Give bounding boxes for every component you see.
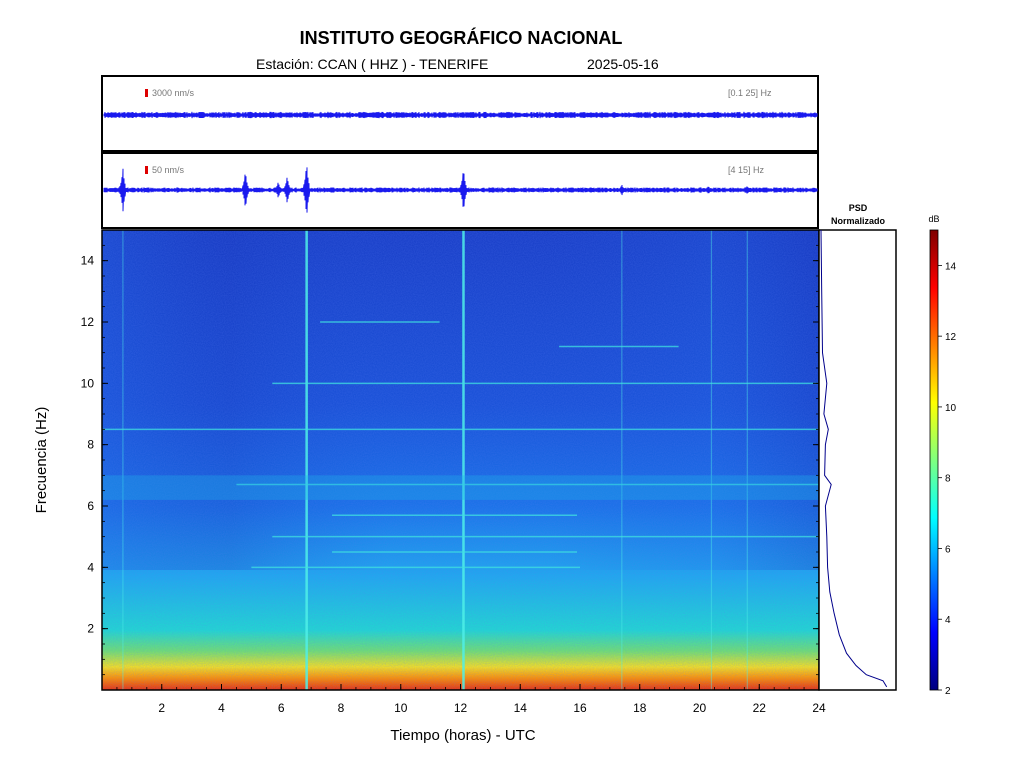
x-tick-label: 12 [454,701,468,715]
x-tick-label: 22 [753,701,767,715]
x-tick-label: 2 [158,701,165,715]
band-label: [0.1 25] Hz [728,88,772,98]
x-tick-label: 20 [693,701,707,715]
date-label: 2025-05-16 [587,56,659,72]
amplitude-scale-label: 3000 nm/s [152,88,195,98]
y-tick-label: 6 [87,499,94,513]
colorbar-label: dB [928,214,939,224]
scale-marker [145,166,148,174]
trace-path [103,111,818,119]
y-axis-label: Frecuencia (Hz) [33,407,50,514]
y-tick-label: 8 [87,438,94,452]
amplitude-scale-label: 50 nm/s [152,165,185,175]
x-tick-label: 6 [278,701,285,715]
chart-title: INSTITUTO GEOGRÁFICO NACIONAL [299,28,623,48]
colorbar-tick-label: 12 [945,332,957,343]
band-label: [4 15] Hz [728,165,765,175]
psd-title-line1: PSD [849,203,868,213]
spectrogram-features [102,230,819,690]
x-tick-label: 14 [514,701,528,715]
psd-frame [818,229,897,691]
y-tick-label: 4 [87,560,94,574]
x-axis-label: Tiempo (horas) - UTC [390,727,535,744]
scale-marker [145,89,148,97]
colorbar-tick-label: 6 [945,544,951,555]
waveform-trace [103,167,818,213]
colorbar-tick-label: 14 [945,261,957,272]
x-tick-label: 18 [633,701,647,715]
trace-path [103,167,818,213]
x-tick-label: 4 [218,701,225,715]
colorbar-tick-label: 8 [945,474,951,485]
colorbar-tick-label: 10 [945,403,957,414]
colorbar-ticks: 2 4 6 8 10 12 14 [938,261,957,697]
station-label: Estación: CCAN ( HHZ ) - TENERIFE [256,56,489,72]
waveform-panel-filtered: 50 nm/s [4 15] Hz [101,152,819,229]
spectrogram-noise [102,230,819,690]
colorbar-gradient [929,229,939,691]
psd-curve [820,229,888,688]
x-tick-label: 10 [394,701,408,715]
x-tick-label: 24 [812,701,826,715]
psd-title-line2: Normalizado [831,216,886,226]
y-tick-label: 12 [81,315,95,329]
y-tick-label: 2 [87,622,94,636]
tremor-band [102,475,819,500]
y-tick-label: 10 [81,376,95,390]
y-tick-label: 14 [81,254,95,268]
psd-panel: PSD Normalizado [818,203,897,691]
colorbar-tick-label: 4 [945,615,951,626]
x-tick-label: 16 [573,701,587,715]
waveform-panel-broadband: 3000 nm/s [0.1 25] Hz [101,75,819,152]
waveform-trace [103,111,818,119]
x-tick-label: 8 [338,701,345,715]
colorbar-tick-label: 2 [945,686,951,697]
colorbar: dB 2 4 6 8 10 12 14 [928,214,956,697]
